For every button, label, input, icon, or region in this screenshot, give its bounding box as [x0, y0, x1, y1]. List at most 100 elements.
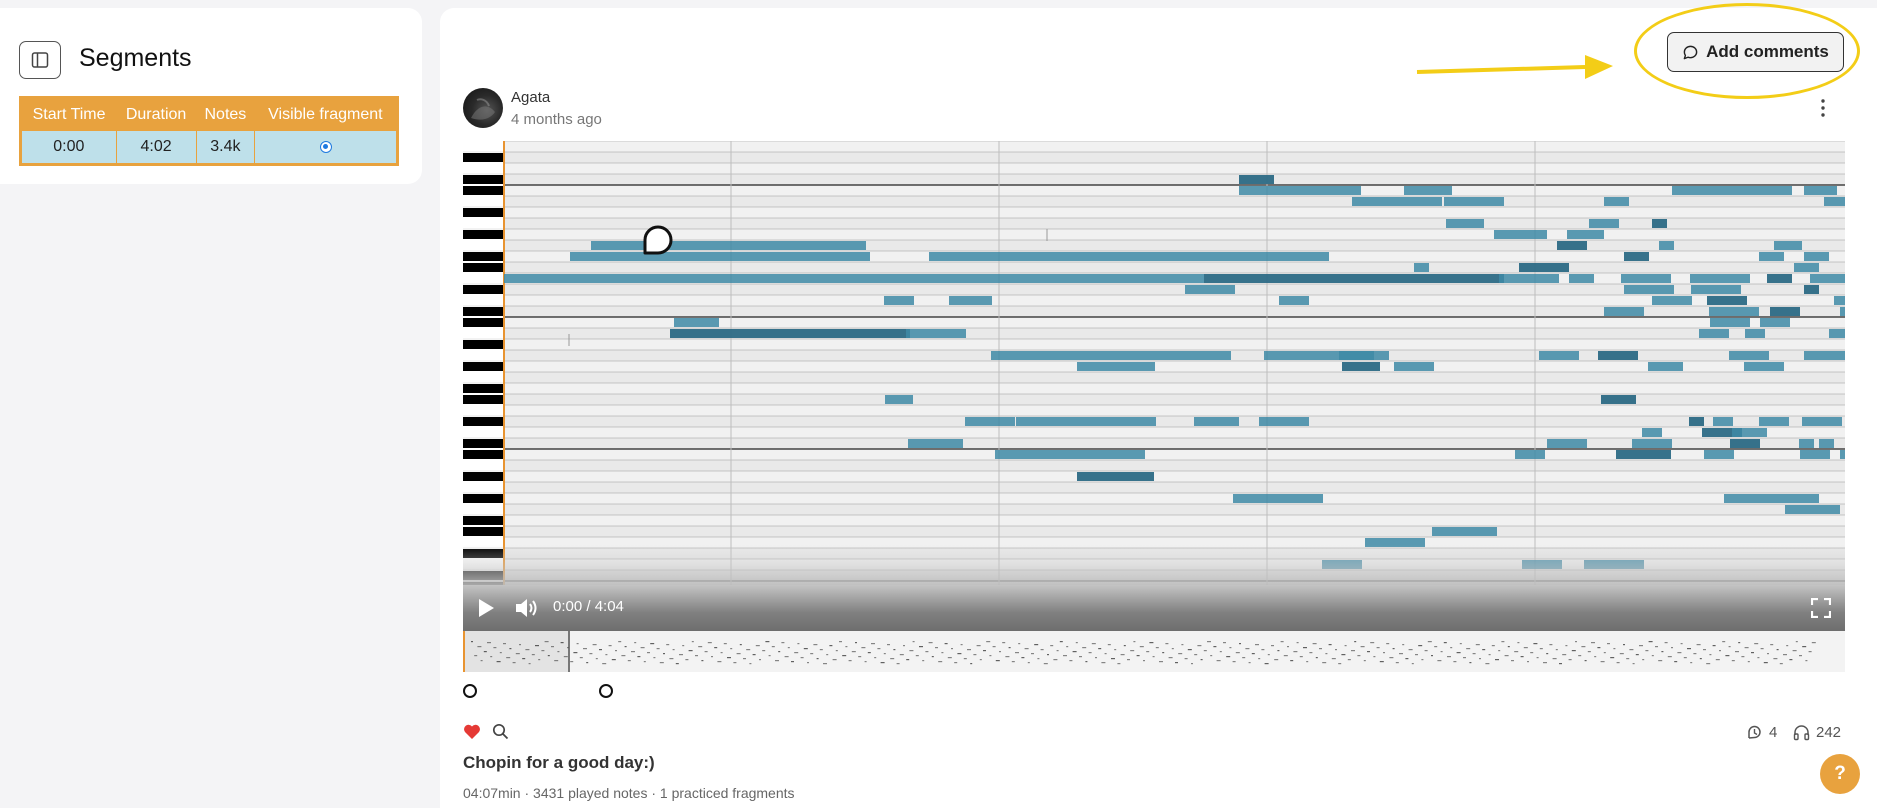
minimap-note — [1325, 653, 1328, 655]
minimap-note — [1111, 658, 1115, 660]
note-block — [591, 241, 866, 250]
visible-fragment-radio[interactable] — [319, 140, 332, 153]
fullscreen-icon[interactable] — [1811, 598, 1831, 618]
range-start-handle[interactable] — [463, 684, 477, 698]
minimap-note — [1050, 645, 1054, 647]
more-vertical-icon[interactable] — [1816, 97, 1830, 119]
minimap-note — [1546, 653, 1549, 655]
minimap-note — [1117, 663, 1121, 665]
minimap-note — [749, 663, 752, 665]
minimap-note — [1024, 648, 1029, 650]
minimap-note — [944, 643, 948, 645]
minimap-note — [1411, 663, 1414, 665]
minimap-note — [1731, 660, 1735, 662]
notes-cell: 3.4k — [195, 131, 255, 165]
minimap-note — [1578, 655, 1582, 657]
roll-row — [504, 416, 1845, 427]
minimap-note — [787, 647, 790, 649]
note-block — [1745, 329, 1765, 338]
minimap-note — [919, 646, 923, 648]
note-block — [1632, 439, 1672, 448]
minimap-note — [1389, 657, 1394, 659]
note-block — [1194, 417, 1239, 426]
minimap-note — [1088, 652, 1092, 654]
range-end-handle[interactable] — [599, 684, 613, 698]
roll-row — [504, 240, 1845, 251]
minimap-note — [570, 661, 574, 663]
add-comments-button[interactable]: Add comments — [1667, 32, 1844, 72]
minimap-note — [1331, 658, 1336, 660]
minimap-note — [1587, 651, 1591, 653]
minimap-note — [1533, 643, 1538, 645]
minimap-note — [1674, 661, 1678, 663]
piano-roll-player[interactable]: 0:00 / 4:04 — [463, 141, 1845, 631]
roll-row — [504, 493, 1845, 504]
minimap-note — [669, 658, 674, 660]
minimap-note — [1760, 648, 1764, 650]
minimap-note — [487, 642, 491, 644]
note-block — [1802, 417, 1842, 426]
minimap-note — [1447, 656, 1451, 658]
minimap-note — [675, 663, 679, 665]
note-block — [1539, 351, 1579, 360]
help-button[interactable]: ? — [1820, 754, 1860, 794]
table-row[interactable]: 0:00 4:02 3.4k — [20, 131, 398, 165]
minimap-note — [1706, 663, 1711, 665]
minimap-note — [867, 652, 871, 654]
minimap-note — [704, 651, 708, 653]
minimap-note — [1021, 657, 1025, 659]
minimap-note — [1424, 650, 1428, 652]
note-block — [1624, 252, 1649, 261]
minimap-note — [1703, 649, 1706, 651]
note-block — [1404, 186, 1452, 195]
visible-fragment-cell[interactable] — [254, 131, 398, 165]
note-block — [1707, 296, 1747, 305]
minimap-note — [864, 661, 867, 663]
note-block — [1264, 351, 1374, 360]
note-block — [1699, 329, 1729, 338]
minimap-note — [1290, 660, 1294, 662]
piano-roll[interactable] — [463, 141, 1845, 631]
sidebar-toggle-button[interactable] — [19, 41, 61, 79]
minimap-note — [1360, 646, 1365, 648]
panel-title: Segments — [79, 44, 192, 72]
play-icon[interactable] — [477, 598, 495, 618]
minimap-note — [1754, 643, 1759, 645]
minimap-note — [474, 655, 478, 657]
minimap-note — [794, 652, 799, 654]
minimap-note — [1482, 649, 1486, 651]
minimap-note — [1175, 662, 1178, 664]
note-block — [1759, 252, 1784, 261]
minimap-note — [1037, 658, 1040, 660]
minimap-note — [1658, 660, 1663, 662]
minimap-note — [1213, 646, 1217, 648]
heart-icon[interactable] — [463, 723, 481, 740]
comment-marker-icon[interactable] — [641, 223, 675, 257]
roll-row — [504, 262, 1845, 273]
note-block — [1394, 362, 1434, 371]
minimap-note — [1283, 655, 1288, 657]
volume-icon[interactable] — [515, 597, 539, 619]
overview-minimap[interactable] — [463, 631, 1845, 672]
minimap-note — [1402, 644, 1405, 646]
minimap-note — [1594, 656, 1597, 658]
roll-row — [504, 328, 1845, 339]
note-block — [1702, 428, 1742, 437]
note-block — [1077, 362, 1155, 371]
avatar[interactable] — [463, 88, 503, 128]
minimap-note — [1779, 663, 1783, 665]
minimap-note — [701, 660, 704, 662]
search-icon[interactable] — [492, 723, 509, 740]
note-block — [1799, 439, 1814, 448]
minimap-note — [1066, 646, 1069, 648]
minimap-note — [1120, 654, 1125, 656]
minimap-note — [915, 655, 919, 657]
user-name[interactable]: Agata — [511, 89, 551, 106]
note-block — [1824, 197, 1845, 206]
minimap-note — [1559, 663, 1562, 665]
minimap-note — [813, 644, 818, 646]
minimap-note — [1786, 645, 1789, 647]
note-block — [570, 252, 870, 261]
minimap-note — [563, 656, 568, 658]
song-title[interactable]: Chopin for a good day:) — [463, 753, 655, 772]
